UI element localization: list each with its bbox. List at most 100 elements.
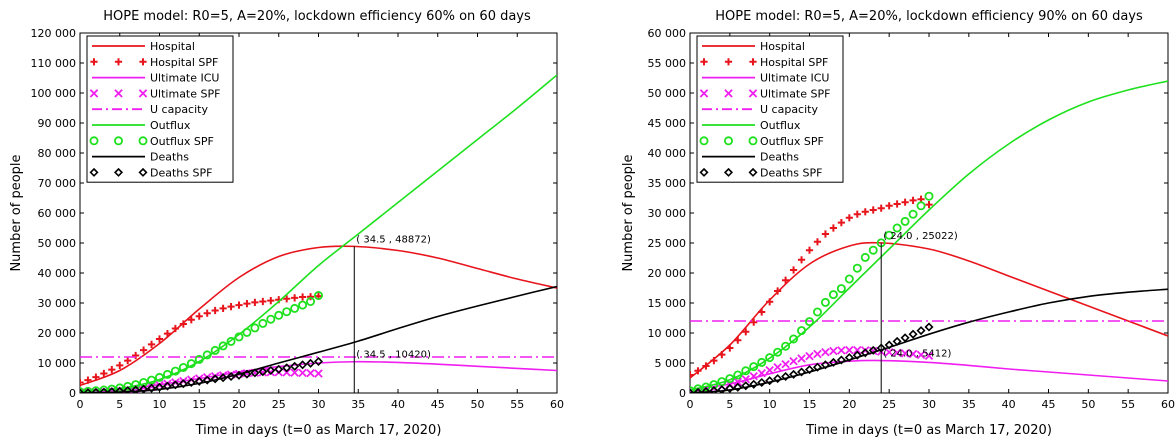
point-deaths-spf — [178, 379, 188, 389]
point-hospital-spf — [203, 309, 211, 317]
x-tick-label: 30 — [312, 398, 326, 411]
point-deaths-spf — [170, 380, 180, 390]
point-hospital-spf — [821, 230, 830, 238]
legend: Hospital Hospital SPF Ultimate ICU Ultimate… — [696, 35, 844, 183]
point-deaths-spf — [226, 371, 236, 382]
point-deaths-spf — [234, 370, 244, 380]
point-deaths-spf — [147, 383, 157, 393]
point-outflux-spf — [884, 230, 894, 240]
point-outflux-spf — [290, 303, 300, 313]
legend-swatch-hospital-spf — [139, 58, 147, 66]
point-deaths-spf — [828, 357, 838, 367]
point-deaths-spf — [725, 383, 735, 393]
point-hospital-spf — [259, 297, 267, 306]
point-hospital-spf — [893, 200, 901, 208]
point-hospital-spf — [187, 316, 195, 324]
y-tick-label: 10 000 — [38, 357, 77, 370]
point-deaths-spf — [836, 355, 846, 365]
point-deaths-spf — [154, 382, 165, 392]
point-deaths-spf — [908, 329, 918, 339]
point-deaths-spf — [892, 336, 902, 346]
point-outflux-spf — [274, 310, 284, 320]
point-deaths-spf — [900, 333, 910, 343]
point-deaths-spf — [709, 386, 719, 393]
legend-swatch-ultimate-spf — [114, 89, 123, 98]
legend-swatch-deaths-spf — [89, 167, 99, 177]
x-tick-label: 60 — [1161, 398, 1175, 411]
point-hospital-spf — [124, 357, 132, 365]
point-ultimate-spf — [821, 347, 830, 357]
legend-label-deaths-spf: Deaths SPF — [150, 166, 212, 179]
legend-swatch-hospital-spf — [749, 58, 757, 66]
point-ultimate-spf — [749, 371, 758, 381]
y-tick-label: 90 000 — [38, 117, 77, 130]
point-outflux-spf — [900, 216, 910, 226]
point-outflux-spf — [282, 307, 292, 317]
legend-label-deaths: Deaths — [760, 151, 799, 164]
point-hospital-spf — [766, 298, 774, 306]
point-ultimate-spf — [765, 365, 774, 375]
legend-swatch-outflux-spf — [699, 136, 709, 146]
legend-label-outflux-spf: Outflux SPF — [150, 135, 214, 148]
point-outflux-spf — [765, 353, 775, 363]
series-hospital — [80, 245, 557, 387]
point-hospital-spf — [789, 266, 798, 274]
x-tick-label: 40 — [391, 398, 405, 411]
x-tick-label: 0 — [77, 398, 84, 411]
point-hospital-spf — [710, 357, 718, 365]
point-deaths-spf — [884, 340, 894, 350]
point-deaths-spf — [868, 345, 878, 355]
x-tick-label: 50 — [471, 398, 485, 411]
point-deaths-spf — [741, 381, 751, 391]
point-deaths-spf — [83, 388, 93, 393]
point-hospital-spf — [774, 287, 782, 295]
point-outflux-spf — [797, 326, 807, 336]
point-ultimate-spf — [306, 368, 315, 378]
point-deaths-spf — [717, 385, 727, 393]
point-hospital-spf — [909, 196, 917, 204]
point-outflux-spf — [298, 300, 308, 310]
series-outflux — [690, 80, 1168, 391]
point-deaths-spf — [860, 348, 870, 358]
point-hospital-spf — [869, 206, 877, 214]
point-outflux-spf — [789, 334, 799, 344]
point-deaths-spf — [194, 376, 204, 386]
chart-title: HOPE model: R0=5, A=20%, lockdown effici… — [103, 9, 531, 24]
right-chart: HOPE model: R0=5, A=20%, lockdown effici… — [621, 9, 1175, 438]
point-outflux-spf — [828, 290, 838, 300]
y-axis-label: Number of people — [9, 154, 24, 271]
y-tick-label: 40 000 — [648, 147, 687, 160]
point-ultimate-spf — [290, 368, 299, 377]
y-tick-label: 60 000 — [648, 27, 687, 40]
x-tick-label: 45 — [431, 398, 445, 411]
x-tick-label: 15 — [192, 398, 206, 411]
point-outflux-spf — [266, 314, 276, 324]
point-deaths-spf — [131, 385, 141, 393]
y-tick-label: 70 000 — [38, 177, 77, 190]
point-ultimate-spf — [916, 350, 926, 360]
point-hospital-spf — [829, 224, 837, 232]
legend-swatch-ultimate-spf — [699, 89, 709, 98]
point-outflux-spf — [226, 336, 236, 346]
legend-swatch-outflux-spf — [114, 136, 124, 146]
point-outflux-spf — [836, 284, 846, 294]
point-hospital-spf — [195, 312, 203, 320]
point-outflux-spf — [892, 223, 902, 233]
x-tick-label: 30 — [922, 398, 936, 411]
point-hospital-spf — [132, 351, 140, 360]
point-outflux-spf — [154, 372, 164, 382]
point-deaths-spf — [924, 322, 934, 332]
point-hospital-spf — [283, 295, 291, 303]
plot-area — [80, 74, 557, 393]
y-tick-label: 15 000 — [648, 297, 687, 310]
x-tick-label: 15 — [803, 398, 817, 411]
x-tick-label: 45 — [1042, 398, 1056, 411]
legend-label-u-capacity: U capacity — [150, 103, 208, 116]
point-hospital-spf — [758, 308, 766, 316]
point-outflux-spf — [749, 362, 759, 372]
legend-swatch-deaths-spf — [113, 167, 124, 177]
legend-box — [86, 35, 234, 183]
point-outflux-spf — [123, 381, 133, 391]
point-ultimate-spf — [908, 349, 918, 359]
